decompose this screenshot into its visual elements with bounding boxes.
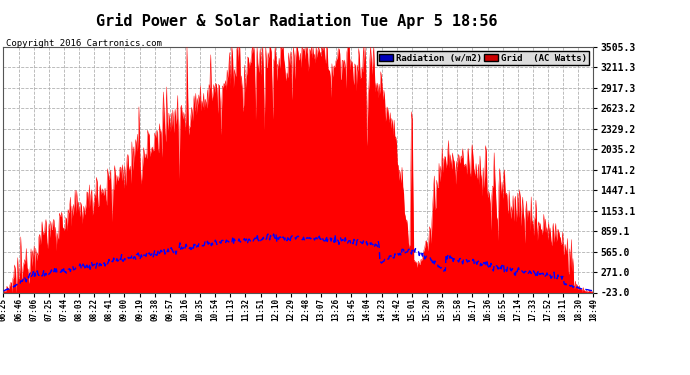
Text: Copyright 2016 Cartronics.com: Copyright 2016 Cartronics.com xyxy=(6,39,161,48)
Text: Grid Power & Solar Radiation Tue Apr 5 18:56: Grid Power & Solar Radiation Tue Apr 5 1… xyxy=(96,13,497,29)
Legend: Radiation (w/m2), Grid  (AC Watts): Radiation (w/m2), Grid (AC Watts) xyxy=(377,51,589,65)
